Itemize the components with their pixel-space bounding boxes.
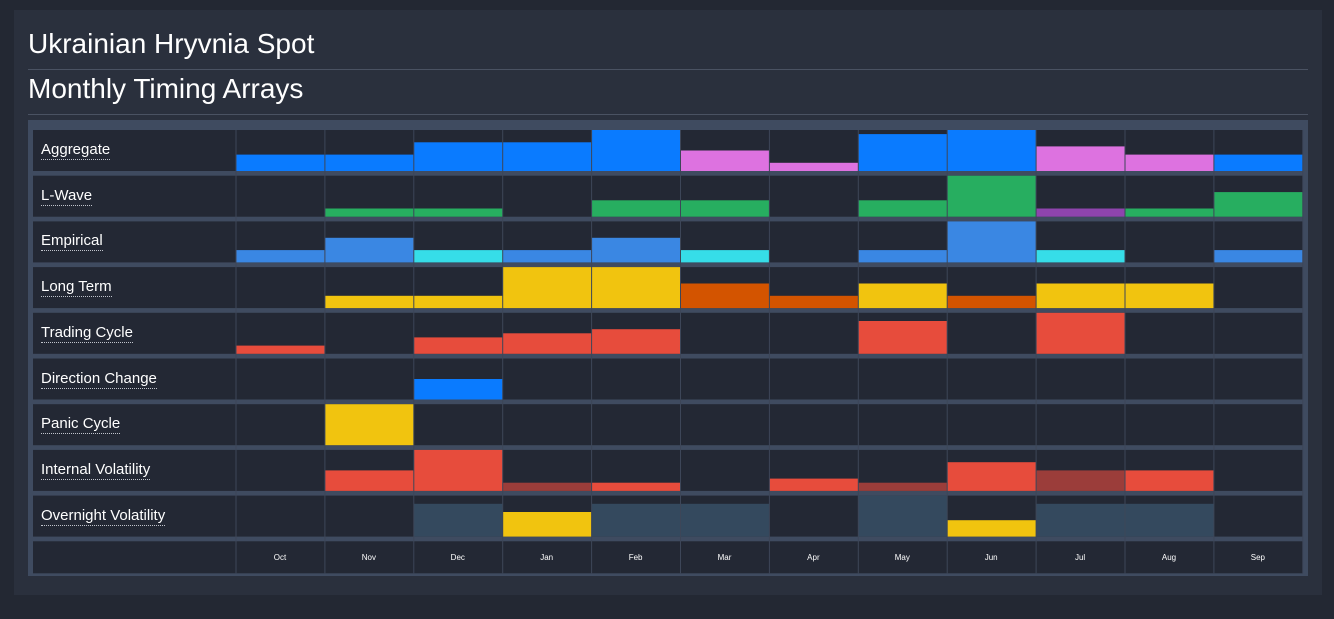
bar-cell [1125,283,1214,309]
bar-cell [1036,146,1125,171]
bar-cell [591,503,681,537]
bar-cell [413,337,503,354]
bar-cell [413,250,503,263]
bar-cell [1213,192,1303,217]
bar-cell [1036,208,1125,217]
bar-cell [858,321,948,354]
row-background [33,404,1303,446]
bar-cell [769,295,859,309]
month-axis-row [33,541,1303,574]
month-tick-label: Jan [540,553,554,563]
chart-title: Monthly Timing Arrays [28,73,304,104]
month-tick-label: Dec [450,553,465,563]
bar-cell [591,237,681,263]
bar-cell [591,267,681,309]
bar-cell [591,130,681,171]
bar-cell [858,482,948,491]
month-tick-label: Jun [984,553,998,563]
bar-cell [1036,250,1125,263]
bar-cell [324,404,414,446]
bar-cell [1125,154,1214,171]
bar-cell [947,130,1037,171]
bar-cell [1036,283,1125,309]
bar-cell [680,250,770,263]
bar-cell [858,283,948,309]
row-label: Panic Cycle [41,415,121,435]
bar-cell [413,295,503,309]
row-label: Direction Change [41,369,157,389]
bar-cell [236,154,325,171]
bar-cell [1125,208,1214,217]
bar-cell [236,345,325,354]
bar-cell [502,333,592,354]
page-title: Ukrainian Hryvnia Spot [28,28,315,59]
row-label: Internal Volatility [41,460,151,480]
main-panel: Ukrainian Hryvnia Spot Monthly Timing Ar… [14,10,1322,595]
bar-cell [324,154,414,171]
bar-cell [947,221,1037,263]
bar-cell [1036,470,1125,491]
bar-cell [324,237,414,263]
bar-cell [680,503,770,537]
bar-cell [591,200,681,217]
row-label: Long Term [41,278,112,298]
row-label: Aggregate [41,141,111,160]
row-background [33,358,1303,400]
bar-cell [413,208,503,217]
month-tick-label: Sep [1250,553,1265,563]
bar-cell [1213,154,1303,171]
bar-cell [1213,250,1303,263]
row-label: Overnight Volatility [41,506,166,526]
bar-cell [769,478,859,491]
row-label: Trading Cycle [41,323,133,343]
month-tick-label: Apr [807,553,820,563]
timing-array-svg [33,130,1304,574]
month-tick-label: Feb [628,553,643,563]
bar-cell [858,495,948,537]
bar-cell [502,142,592,171]
bar-cell [1125,470,1214,491]
bar-cell [324,295,414,309]
bar-cell [858,250,948,263]
month-tick-label: Oct [273,553,287,563]
row-label: Empirical [41,232,103,252]
bar-cell [947,520,1037,537]
bar-cell [680,283,770,309]
bar-cell [413,503,503,537]
bar-cell [591,329,681,354]
timing-array-chart: Aggregate L-Wave Empirical Long Term Trading… [28,120,1308,576]
month-tick-label: Nov [361,553,376,563]
bar-cell [947,462,1037,491]
bar-cell [1036,312,1125,354]
month-tick-label: Mar [717,553,732,563]
bar-cell [502,512,592,537]
bar-cell [413,379,503,400]
bar-cell [413,449,503,491]
bar-cell [858,200,948,217]
bar-cell [947,175,1037,217]
bar-cell [324,470,414,491]
bar-cell [680,200,770,217]
bar-cell [680,150,770,171]
row-label: L-Wave [41,186,93,206]
bar-cell [591,482,681,491]
bar-cell [947,295,1037,309]
bar-cell [858,134,948,171]
bar-cell [769,162,859,171]
divider [28,114,1308,115]
bar-cell [502,267,592,309]
month-tick-label: Aug [1161,553,1177,563]
month-tick-label: Jul [1074,553,1086,563]
bar-cell [1125,503,1214,537]
bar-cell [502,250,592,263]
bar-cell [236,250,325,263]
divider [28,69,1308,70]
bar-cell [413,142,503,171]
bar-cell [324,208,414,217]
bar-cell [1036,503,1125,537]
month-tick-label: May [894,553,910,563]
bar-cell [502,482,592,491]
